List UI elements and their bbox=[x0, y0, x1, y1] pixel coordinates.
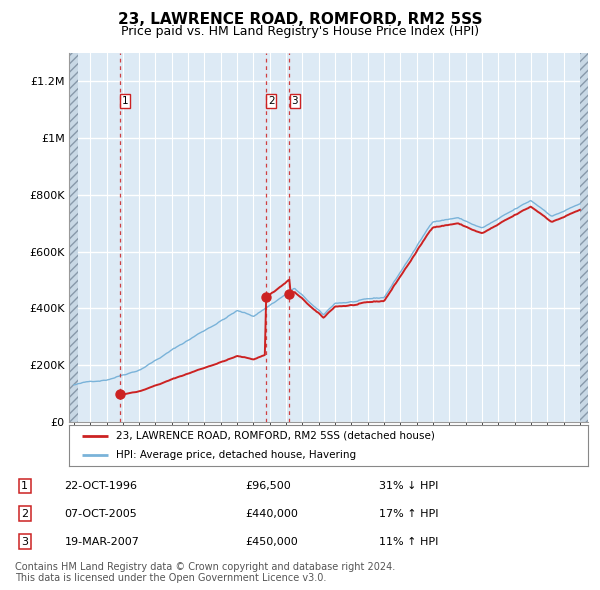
Text: 3: 3 bbox=[292, 96, 298, 106]
Text: 11% ↑ HPI: 11% ↑ HPI bbox=[379, 537, 438, 547]
Text: £450,000: £450,000 bbox=[245, 537, 298, 547]
Text: 1: 1 bbox=[22, 481, 28, 491]
Text: 31% ↓ HPI: 31% ↓ HPI bbox=[379, 481, 438, 491]
Text: Contains HM Land Registry data © Crown copyright and database right 2024.
This d: Contains HM Land Registry data © Crown c… bbox=[15, 562, 395, 584]
Bar bbox=[69, 53, 78, 422]
Text: 07-OCT-2005: 07-OCT-2005 bbox=[64, 509, 137, 519]
Text: Price paid vs. HM Land Registry's House Price Index (HPI): Price paid vs. HM Land Registry's House … bbox=[121, 25, 479, 38]
Text: 23, LAWRENCE ROAD, ROMFORD, RM2 5SS (detached house): 23, LAWRENCE ROAD, ROMFORD, RM2 5SS (det… bbox=[116, 431, 434, 441]
Text: 19-MAR-2007: 19-MAR-2007 bbox=[64, 537, 139, 547]
Text: 2: 2 bbox=[268, 96, 275, 106]
Bar bbox=[580, 53, 588, 422]
Text: 17% ↑ HPI: 17% ↑ HPI bbox=[379, 509, 438, 519]
Text: £96,500: £96,500 bbox=[245, 481, 290, 491]
Text: £440,000: £440,000 bbox=[245, 509, 298, 519]
Text: 2: 2 bbox=[21, 509, 28, 519]
Text: 3: 3 bbox=[22, 537, 28, 547]
Text: HPI: Average price, detached house, Havering: HPI: Average price, detached house, Have… bbox=[116, 450, 356, 460]
Text: 23, LAWRENCE ROAD, ROMFORD, RM2 5SS: 23, LAWRENCE ROAD, ROMFORD, RM2 5SS bbox=[118, 12, 482, 27]
Text: 1: 1 bbox=[122, 96, 128, 106]
Text: 22-OCT-1996: 22-OCT-1996 bbox=[64, 481, 137, 491]
